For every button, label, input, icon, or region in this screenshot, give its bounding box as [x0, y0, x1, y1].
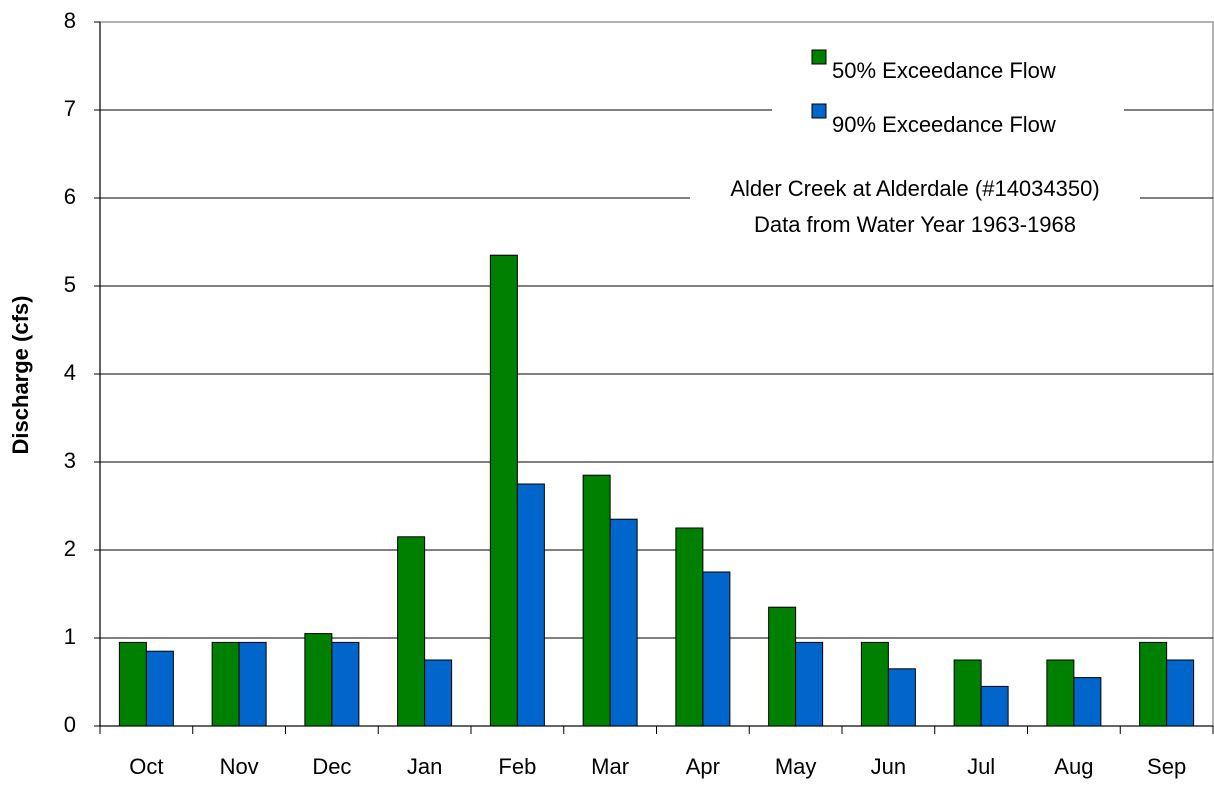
bar: [953, 659, 982, 727]
bar: [980, 685, 1009, 727]
y-axis-label: Discharge (cfs): [8, 296, 33, 455]
y-tick-label: 2: [64, 536, 76, 561]
legend-label: 90% Exceedance Flow: [832, 112, 1056, 137]
legend-box: [772, 40, 1124, 144]
bar: [609, 518, 638, 727]
y-tick-label: 7: [64, 96, 76, 121]
bar: [489, 254, 518, 727]
x-tick-label: Dec: [312, 754, 351, 779]
x-tick-label: Jan: [407, 754, 442, 779]
bar: [1166, 659, 1195, 727]
legend-marker: [811, 49, 827, 65]
bar: [887, 668, 916, 727]
annotation: Data from Water Year 1963-1968: [754, 212, 1076, 237]
x-tick-label: Jul: [967, 754, 995, 779]
y-tick-label: 4: [64, 360, 76, 385]
bar: [1073, 677, 1102, 727]
annotation: Alder Creek at Alderdale (#14034350): [730, 176, 1099, 201]
bar: [118, 641, 147, 727]
y-tick-label: 6: [64, 184, 76, 209]
bar: [1139, 641, 1168, 727]
x-tick-label: Jun: [871, 754, 906, 779]
bar: [582, 474, 611, 727]
y-tick-label: 1: [64, 624, 76, 649]
bar: [211, 641, 240, 727]
x-tick-label: Aug: [1054, 754, 1093, 779]
x-tick-label: Sep: [1147, 754, 1186, 779]
bar: [516, 483, 545, 727]
bar: [397, 536, 426, 727]
bar: [1046, 659, 1075, 727]
bar: [145, 650, 174, 727]
bar: [768, 606, 797, 727]
x-tick-label: Oct: [129, 754, 163, 779]
y-tick-label: 8: [64, 8, 76, 33]
bar: [304, 633, 333, 727]
bar: [424, 659, 453, 727]
x-tick-label: Feb: [498, 754, 536, 779]
x-tick-label: Nov: [220, 754, 259, 779]
y-tick-label: 0: [64, 712, 76, 737]
bar: [795, 641, 824, 727]
x-tick-label: Apr: [686, 754, 720, 779]
y-tick-label: 3: [64, 448, 76, 473]
x-tick-label: Mar: [591, 754, 629, 779]
legend-marker: [811, 103, 827, 119]
annotation-box: [690, 180, 1140, 244]
bar: [860, 641, 889, 727]
x-tick-label: May: [775, 754, 817, 779]
bar: [702, 571, 731, 727]
bar: [675, 527, 704, 727]
y-tick-label: 5: [64, 272, 76, 297]
legend-label: 50% Exceedance Flow: [832, 58, 1056, 83]
bar: [238, 641, 267, 727]
bar: [331, 641, 360, 727]
